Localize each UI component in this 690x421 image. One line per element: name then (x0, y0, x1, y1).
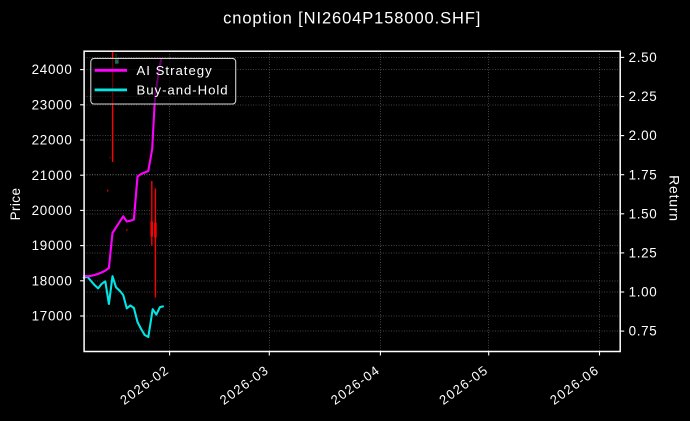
svg-text:AI Strategy: AI Strategy (137, 63, 213, 78)
svg-text:19000: 19000 (32, 238, 73, 253)
svg-text:21000: 21000 (32, 168, 73, 183)
svg-text:20000: 20000 (32, 203, 73, 218)
svg-text:0.75: 0.75 (629, 324, 658, 339)
svg-text:2.50: 2.50 (629, 50, 658, 65)
svg-text:1.00: 1.00 (629, 285, 658, 300)
svg-text:17000: 17000 (32, 309, 73, 324)
svg-text:1.50: 1.50 (629, 206, 658, 221)
svg-text:22000: 22000 (32, 133, 73, 148)
svg-text:2.25: 2.25 (629, 89, 658, 104)
svg-text:18000: 18000 (32, 273, 73, 288)
svg-text:Price: Price (8, 188, 23, 221)
svg-text:cnoption [NI2604P158000.SHF]: cnoption [NI2604P158000.SHF] (223, 10, 481, 28)
svg-text:1.25: 1.25 (629, 246, 658, 261)
svg-text:24000: 24000 (32, 62, 73, 77)
svg-text:2.00: 2.00 (629, 128, 658, 143)
svg-text:1.75: 1.75 (629, 167, 658, 182)
svg-text:23000: 23000 (32, 97, 73, 112)
svg-text:Buy-and-Hold: Buy-and-Hold (137, 83, 229, 98)
svg-text:Return: Return (667, 175, 683, 222)
